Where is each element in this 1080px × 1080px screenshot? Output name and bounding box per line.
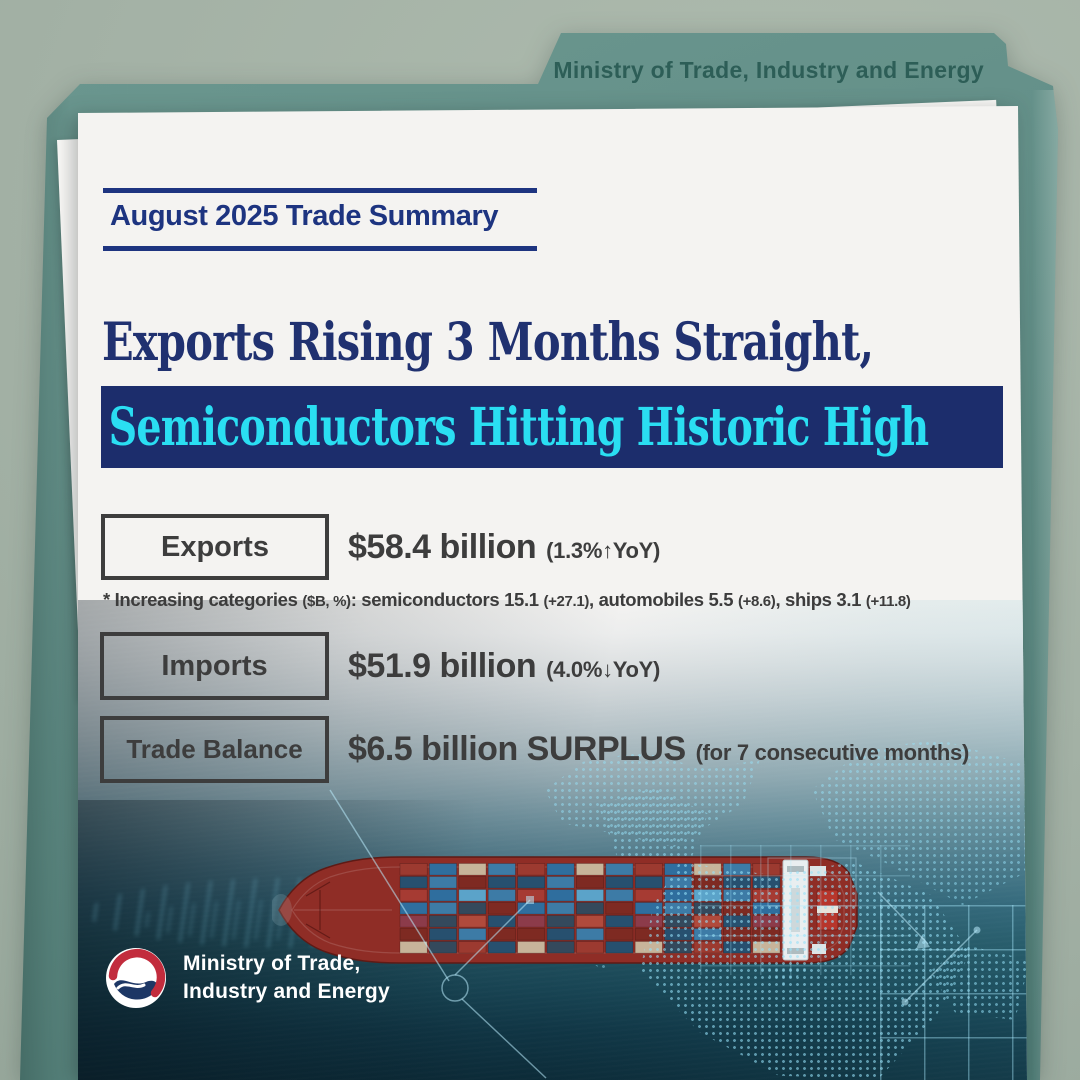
ministry-logo-icon bbox=[106, 948, 166, 1008]
map-grid-overlay bbox=[880, 905, 1027, 1080]
exports-amount: $58.4 billion bbox=[348, 528, 537, 566]
footnote-segment: (+8.6) bbox=[737, 593, 776, 610]
footnote-segment: : semiconductors 15.1 bbox=[350, 589, 544, 610]
footnote-segment: ($B, %) bbox=[302, 593, 351, 610]
exports-yoy: (1.3%↑YoY) bbox=[546, 538, 661, 563]
footnote-segment: * Increasing categories bbox=[103, 589, 303, 610]
exports-label-box: Exports bbox=[101, 514, 329, 580]
trade-balance-label-box: Trade Balance bbox=[100, 716, 329, 783]
footnote-segment: (+27.1) bbox=[543, 593, 590, 610]
ocean-photo bbox=[78, 600, 1027, 1080]
imports-label-box: Imports bbox=[100, 632, 329, 700]
trade-balance-label: Trade Balance bbox=[126, 734, 303, 764]
network-lines-overlay bbox=[329, 789, 981, 1079]
ministry-logo-text: Ministry of Trade, Industry and Energy bbox=[183, 950, 390, 1006]
imports-label: Imports bbox=[161, 649, 268, 682]
imports-value: $51.9 billion (4.0%↓YoY) bbox=[348, 632, 660, 707]
kicker-rule-bottom bbox=[103, 246, 537, 251]
footnote-segment: (+11.8) bbox=[865, 593, 911, 610]
headline-highlight-bar: Semiconductors Hitting Historic High bbox=[101, 386, 1003, 468]
imports-amount: $51.9 billion bbox=[348, 647, 537, 685]
folder-tab-label: Ministry of Trade, Industry and Energy bbox=[553, 57, 984, 83]
kicker-rule-top bbox=[103, 188, 537, 193]
footnote-segment: , ships 3.1 bbox=[775, 589, 866, 610]
trade-balance-amount: $6.5 billion SURPLUS bbox=[348, 730, 686, 768]
headline-line2: Semiconductors Hitting Historic High bbox=[108, 396, 930, 458]
footnote: * Increasing categories ($B, %): semicon… bbox=[103, 589, 911, 611]
imports-yoy: (4.0%↓YoY) bbox=[546, 657, 661, 682]
exports-value: $58.4 billion (1.3%↑YoY) bbox=[348, 514, 660, 587]
kicker-text: August 2025 Trade Summary bbox=[110, 200, 499, 232]
headline-line1: Exports Rising 3 Months Straight, bbox=[102, 312, 874, 373]
logo-text-line1: Ministry of Trade, bbox=[183, 952, 361, 976]
trade-balance-note: (for 7 consecutive months) bbox=[695, 740, 970, 765]
ministry-logo-row: Ministry of Trade, Industry and Energy bbox=[104, 946, 390, 1010]
map-grid-overlay bbox=[700, 845, 910, 975]
logo-text-line2: Industry and Energy bbox=[183, 980, 390, 1003]
exports-label: Exports bbox=[161, 530, 269, 563]
trade-balance-value: $6.5 billion SURPLUS (for 7 consecutive m… bbox=[348, 716, 969, 789]
footnote-segment: , automobiles 5.5 bbox=[589, 589, 738, 610]
